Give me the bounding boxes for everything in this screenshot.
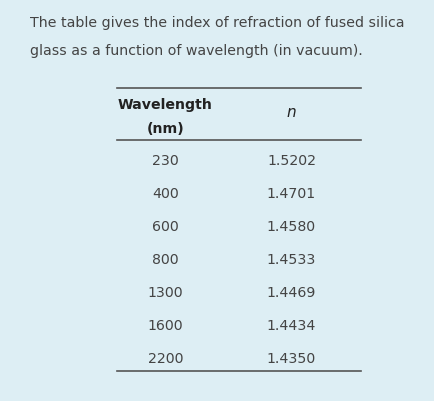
Text: 1.4350: 1.4350 — [266, 352, 316, 366]
Text: The table gives the index of refraction of fused silica: The table gives the index of refraction … — [30, 16, 404, 30]
Text: 600: 600 — [151, 220, 178, 234]
Text: 1.4533: 1.4533 — [266, 253, 316, 267]
Text: 1.5202: 1.5202 — [266, 154, 315, 168]
Text: 1.4434: 1.4434 — [266, 319, 316, 333]
Text: n: n — [286, 105, 296, 120]
Text: 1.4701: 1.4701 — [266, 187, 315, 201]
Text: Wavelength: Wavelength — [118, 98, 212, 112]
Text: (nm): (nm) — [146, 122, 184, 136]
Text: 1.4580: 1.4580 — [266, 220, 315, 234]
Text: 1600: 1600 — [147, 319, 183, 333]
Text: 2200: 2200 — [147, 352, 183, 366]
Text: 400: 400 — [151, 187, 178, 201]
Text: 1.4469: 1.4469 — [266, 286, 316, 300]
Text: glass as a function of wavelength (in vacuum).: glass as a function of wavelength (in va… — [30, 44, 362, 58]
Text: 230: 230 — [151, 154, 178, 168]
Text: 800: 800 — [151, 253, 178, 267]
Text: 1300: 1300 — [147, 286, 183, 300]
